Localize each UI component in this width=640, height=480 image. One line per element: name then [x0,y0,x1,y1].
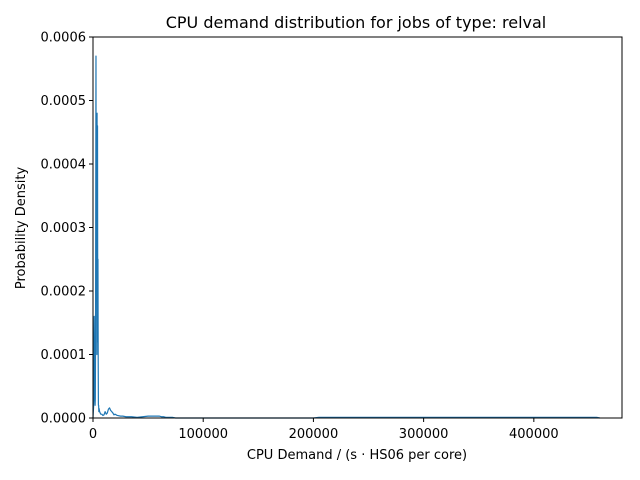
x-axis-title: CPU Demand / (s · HS06 per core) [247,448,467,463]
chart-title: CPU demand distribution for jobs of type… [166,13,547,32]
y-axis: 0.0000 0.0001 0.0002 0.0003 0.0004 0.0005 0.00… [41,31,93,427]
x-tick-label: 400000 [509,427,559,442]
x-tick-label: 200000 [289,427,339,442]
y-tick-label: 0.0004 [41,158,87,173]
x-tick-label: 300000 [399,427,449,442]
x-axis: 0 100000 200000 300000 400000 [89,418,559,442]
y-tick-label: 0.0001 [41,348,87,363]
y-tick-label: 0.0002 [41,285,87,300]
y-tick-label: 0.0006 [41,31,87,46]
y-tick-label: 0.0005 [41,94,87,109]
x-tick-label: 0 [89,427,97,442]
y-tick-label: 0.0000 [41,412,87,427]
y-axis-title: Probability Density [14,167,29,290]
y-tick-label: 0.0003 [41,221,87,236]
x-tick-label: 100000 [178,427,228,442]
